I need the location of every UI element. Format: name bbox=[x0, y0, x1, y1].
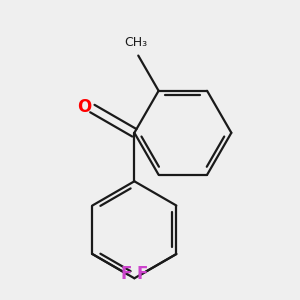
Text: O: O bbox=[77, 98, 92, 116]
Text: F: F bbox=[120, 266, 132, 284]
Text: CH₃: CH₃ bbox=[124, 36, 148, 49]
Text: F: F bbox=[137, 266, 148, 284]
